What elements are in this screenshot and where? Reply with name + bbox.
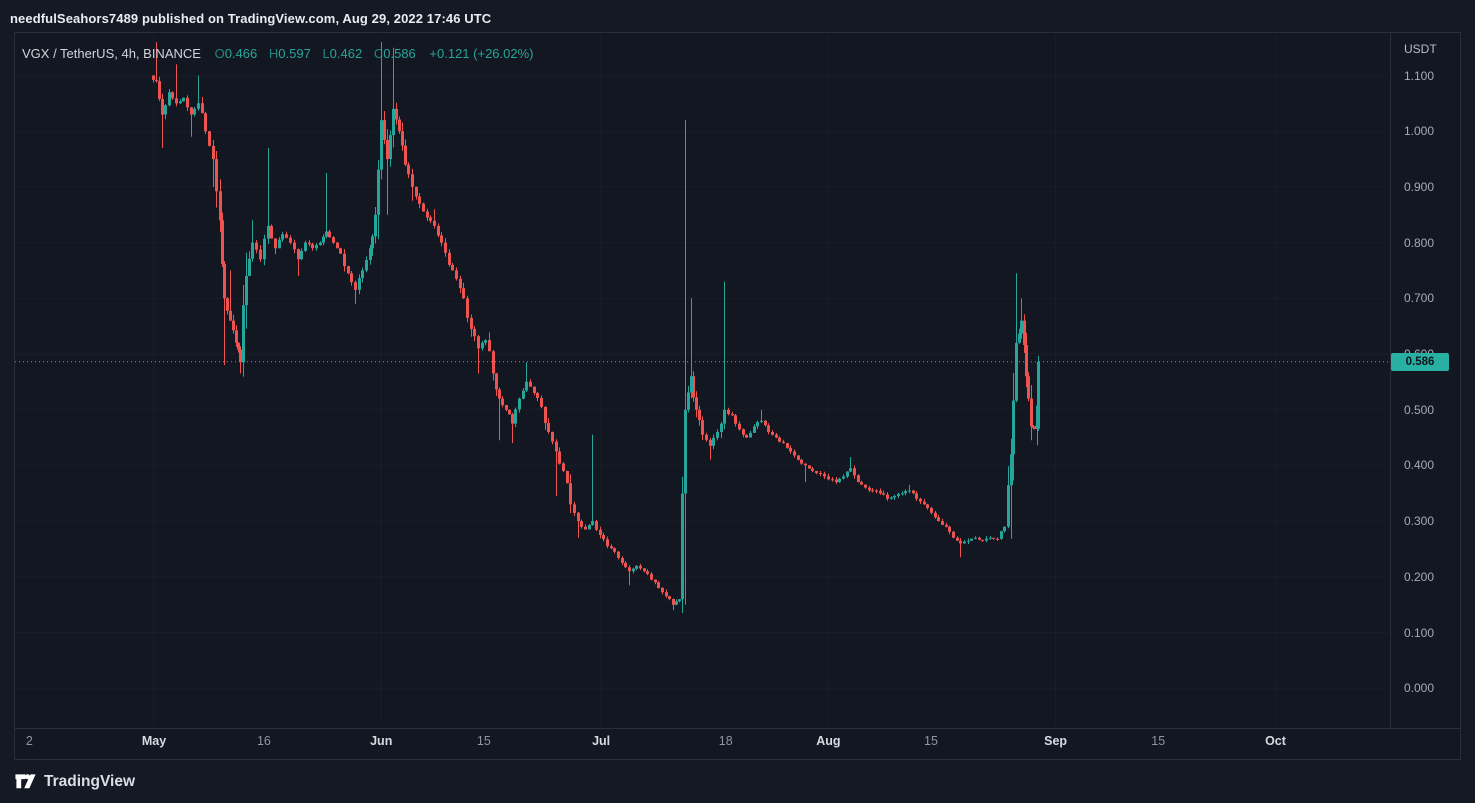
footer-bar: TradingView — [0, 760, 1475, 803]
price-tick-label: 0.700 — [1404, 291, 1435, 306]
attribution-header: needfulSeahors7489 published on TradingV… — [10, 11, 492, 26]
ohlc-low-value: 0.462 — [329, 46, 363, 61]
ohlc-close-label: C — [373, 46, 384, 61]
price-tick-label: 1.100 — [1404, 68, 1435, 83]
ohlc-close: C0.586 — [374, 46, 416, 61]
time-tick-month-label: Aug — [816, 734, 841, 748]
price-change: +0.121 (+26.02%) — [429, 46, 534, 61]
symbol-legend: VGX / TetherUS, 4h, BINANCE O0.466 H0.59… — [22, 46, 533, 61]
price-tick-label: 0.200 — [1404, 569, 1435, 584]
ohlc-high: H0.597 — [269, 46, 311, 61]
tradingview-brand-text[interactable]: TradingView — [44, 772, 136, 790]
time-tick-month-label: Sep — [1044, 734, 1068, 748]
time-tick-day-label: 2 — [25, 734, 33, 748]
last-price-tag: 0.586 — [1391, 352, 1449, 371]
price-tick-label: 0.300 — [1404, 514, 1435, 529]
time-tick-day-label: 16 — [256, 734, 271, 748]
down-candle-wicks — [153, 42, 1036, 611]
ohlc-low: L0.462 — [322, 46, 362, 61]
ohlc-high-value: 0.597 — [278, 46, 311, 61]
ohlc-low-label: L — [322, 46, 330, 61]
tradingview-logo-icon[interactable] — [14, 770, 37, 793]
ohlc-close-value: 0.586 — [383, 46, 416, 61]
time-tick-day-label: 15 — [1151, 734, 1166, 748]
up-candle-bodies — [164, 92, 1040, 605]
price-tick-label: 0.400 — [1404, 458, 1435, 473]
down-candle-bodies — [152, 75, 1037, 605]
time-tick-month-label: Jul — [592, 734, 611, 748]
price-tick-label: 1.000 — [1404, 124, 1435, 139]
price-axis-unit: USDT — [1404, 42, 1437, 56]
time-tick-day-label: 15 — [924, 734, 938, 748]
time-tick-month-label: Oct — [1265, 734, 1286, 748]
time-tick-month-label: Jun — [370, 734, 393, 748]
ohlc-high-label: H — [268, 46, 279, 61]
price-tick-label: 0.100 — [1404, 625, 1435, 640]
price-axis[interactable]: USDT 1.1001.0000.9000.8000.7000.6000.500… — [1390, 33, 1460, 728]
ohlc-open-label: O — [214, 46, 225, 61]
time-tick-day-label: 18 — [718, 734, 733, 748]
price-tick-label: 0.000 — [1404, 681, 1435, 696]
time-tick-month-label: May — [141, 734, 167, 748]
price-tick-label: 0.500 — [1404, 402, 1435, 417]
price-tick-label: 0.900 — [1404, 179, 1435, 194]
price-tick-label: 0.800 — [1404, 235, 1435, 250]
time-tick-day-label: 15 — [476, 734, 491, 748]
ohlc-open-value: 0.466 — [224, 46, 258, 61]
ohlc-open: O0.466 — [215, 46, 258, 61]
symbol-title[interactable]: VGX / TetherUS, 4h, BINANCE — [22, 46, 201, 61]
chart-panel — [14, 32, 1461, 760]
time-axis[interactable]: 2 May 16 Jun 15 Jul 18 Aug 15 Sep 15 Oct — [15, 729, 1390, 759]
up-candle-wicks — [165, 42, 1039, 613]
